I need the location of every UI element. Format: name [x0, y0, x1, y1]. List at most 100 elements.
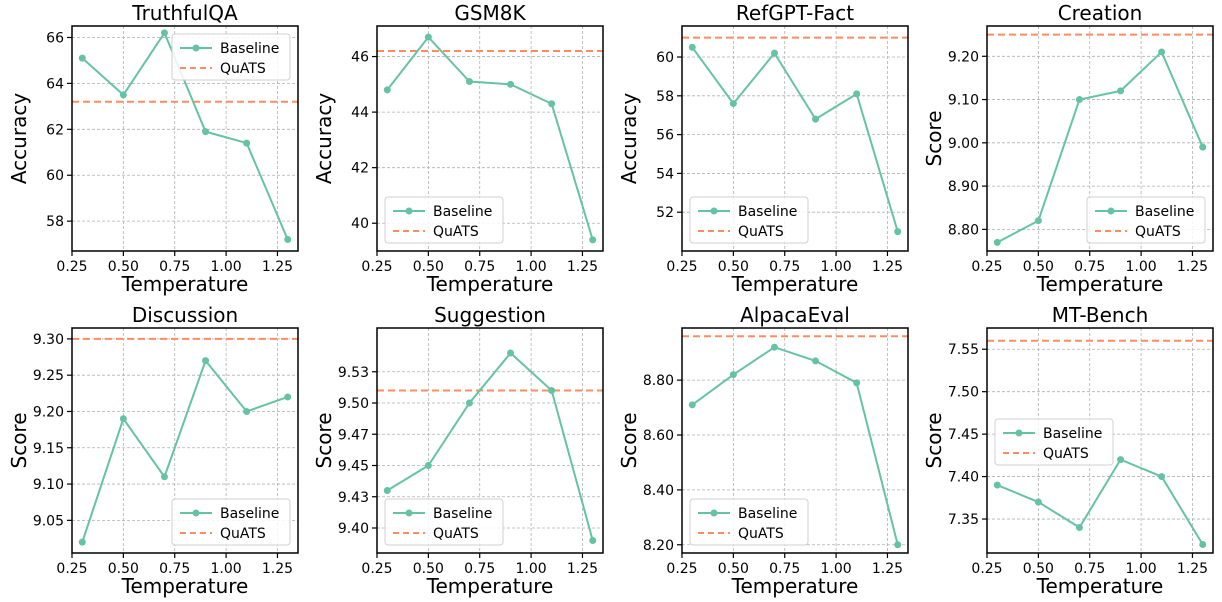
baseline-data-point [894, 541, 902, 549]
y-tick-label: 9.20 [33, 404, 64, 420]
baseline-data-point [424, 462, 432, 469]
legend-label-baseline: Baseline [433, 506, 492, 522]
plot-frame [376, 327, 604, 554]
baseline-data-point [894, 228, 902, 236]
y-axis-label: Score [922, 110, 946, 166]
baseline-data-point [243, 139, 251, 147]
chart-title: MT-Bench [1052, 303, 1149, 327]
baseline-series-line [81, 358, 289, 543]
x-tick-label: 1.00 [1126, 259, 1157, 275]
x-tick-label: 1.00 [821, 259, 852, 275]
y-tick-label: 9.53 [338, 365, 369, 381]
y-tick-label: 46 [351, 50, 369, 66]
x-tick-label: 0.25 [666, 561, 697, 577]
y-tick-label: 8.40 [643, 483, 674, 499]
y-tick-label: 9.15 [33, 441, 64, 457]
x-tick-label: 0.50 [413, 259, 444, 275]
plot-frame [681, 327, 909, 554]
x-tick-label: 0.25 [56, 561, 87, 577]
baseline-data-point [770, 343, 778, 351]
baseline-series-line [996, 458, 1204, 546]
baseline-data-point [119, 91, 127, 99]
y-tick-label: 66 [46, 30, 64, 46]
x-tick-label: 1.25 [1177, 259, 1208, 275]
baseline-data-point [78, 54, 86, 62]
baseline-data-point [1117, 456, 1125, 464]
legend-baseline-marker [710, 509, 718, 517]
x-tick-label: 0.25 [971, 259, 1002, 275]
y-tick-label: 9.45 [338, 459, 369, 475]
legend-baseline-marker [710, 207, 718, 215]
baseline-data-point [78, 538, 86, 546]
y-axis-label: Accuracy [617, 93, 641, 184]
baseline-data-point [465, 78, 473, 86]
legend-baseline-marker [192, 509, 200, 517]
x-tick-label: 1.25 [262, 561, 293, 577]
legend-baseline-marker [405, 509, 413, 517]
x-axis-label: Temperature [1036, 574, 1164, 598]
baseline-data-point [383, 487, 391, 494]
legend-baseline-marker [405, 207, 413, 215]
baseline-data-point [202, 357, 210, 365]
subplot-alpacaeval: 0.25 0.50 0.75 1.00 1.25 8.20 8.40 8.60 8.80 Alpa… [617, 303, 909, 598]
legend-label-baseline: Baseline [738, 204, 797, 220]
baseline-data-point [465, 399, 473, 407]
baseline-data-point [160, 473, 168, 481]
legend: Baseline QuATS [1086, 196, 1206, 244]
chart-title: Suggestion [434, 303, 546, 327]
x-tick-label: 0.25 [361, 259, 392, 275]
y-tick-label: 9.40 [338, 521, 369, 537]
legend-label-quats: QuATS [433, 224, 479, 240]
y-tick-label: 8.90 [948, 179, 979, 195]
plot-frame [681, 25, 909, 252]
y-tick-label: 9.43 [338, 490, 369, 506]
y-axis-label: Score [7, 412, 31, 468]
x-tick-label: 1.25 [262, 259, 293, 275]
legend: Baseline QuATS [384, 196, 504, 244]
legend-label-quats: QuATS [738, 526, 784, 542]
y-tick-label: 9.00 [948, 136, 979, 152]
baseline-data-point [160, 29, 168, 37]
baseline-series-line [996, 50, 1204, 244]
legend: Baseline QuATS [689, 196, 809, 244]
x-tick-label: 1.00 [516, 561, 547, 577]
x-tick-label: 1.00 [1126, 561, 1157, 577]
x-tick-label: 0.75 [1074, 259, 1105, 275]
legend: Baseline QuATS [171, 33, 291, 81]
baseline-data-point [1034, 217, 1042, 225]
y-axis-label: Accuracy [7, 93, 31, 184]
legend-label-baseline: Baseline [1135, 204, 1194, 220]
x-tick-label: 0.25 [666, 259, 697, 275]
baseline-data-point [589, 236, 597, 244]
legend-baseline-marker [1107, 207, 1115, 215]
subplot-gsm8k: 0.25 0.50 0.75 1.00 1.25 40 42 44 46 GSM8K Tempera… [312, 1, 604, 296]
chart-title: AlpacaEval [740, 303, 850, 327]
chart-title: RefGPT-Fact [736, 1, 854, 25]
x-tick-label: 0.50 [108, 259, 139, 275]
x-tick-label: 0.50 [413, 561, 444, 577]
x-tick-label: 0.75 [1074, 561, 1105, 577]
y-tick-label: 7.50 [948, 385, 979, 401]
plot-frame [986, 25, 1214, 252]
x-tick-label: 1.00 [821, 561, 852, 577]
x-tick-label: 1.25 [567, 259, 598, 275]
x-tick-label: 0.50 [718, 259, 749, 275]
baseline-data-point [1075, 96, 1083, 104]
baseline-data-point [1158, 48, 1166, 56]
baseline-data-point [383, 86, 391, 94]
legend: Baseline QuATS [994, 418, 1114, 466]
legend-label-baseline: Baseline [220, 41, 279, 57]
y-tick-label: 9.50 [338, 396, 369, 412]
baseline-series-line [386, 351, 594, 541]
y-tick-label: 56 [656, 128, 674, 144]
x-axis-label: Temperature [1036, 272, 1164, 296]
y-tick-label: 8.20 [643, 538, 674, 554]
plot-frame [986, 327, 1214, 554]
legend-label-quats: QuATS [1043, 446, 1089, 462]
legend-label-baseline: Baseline [1043, 426, 1102, 442]
x-tick-label: 0.50 [718, 561, 749, 577]
baseline-data-point [119, 415, 127, 423]
legend-label-quats: QuATS [220, 61, 266, 77]
legend-label-baseline: Baseline [433, 204, 492, 220]
legend: Baseline QuATS [384, 498, 504, 546]
